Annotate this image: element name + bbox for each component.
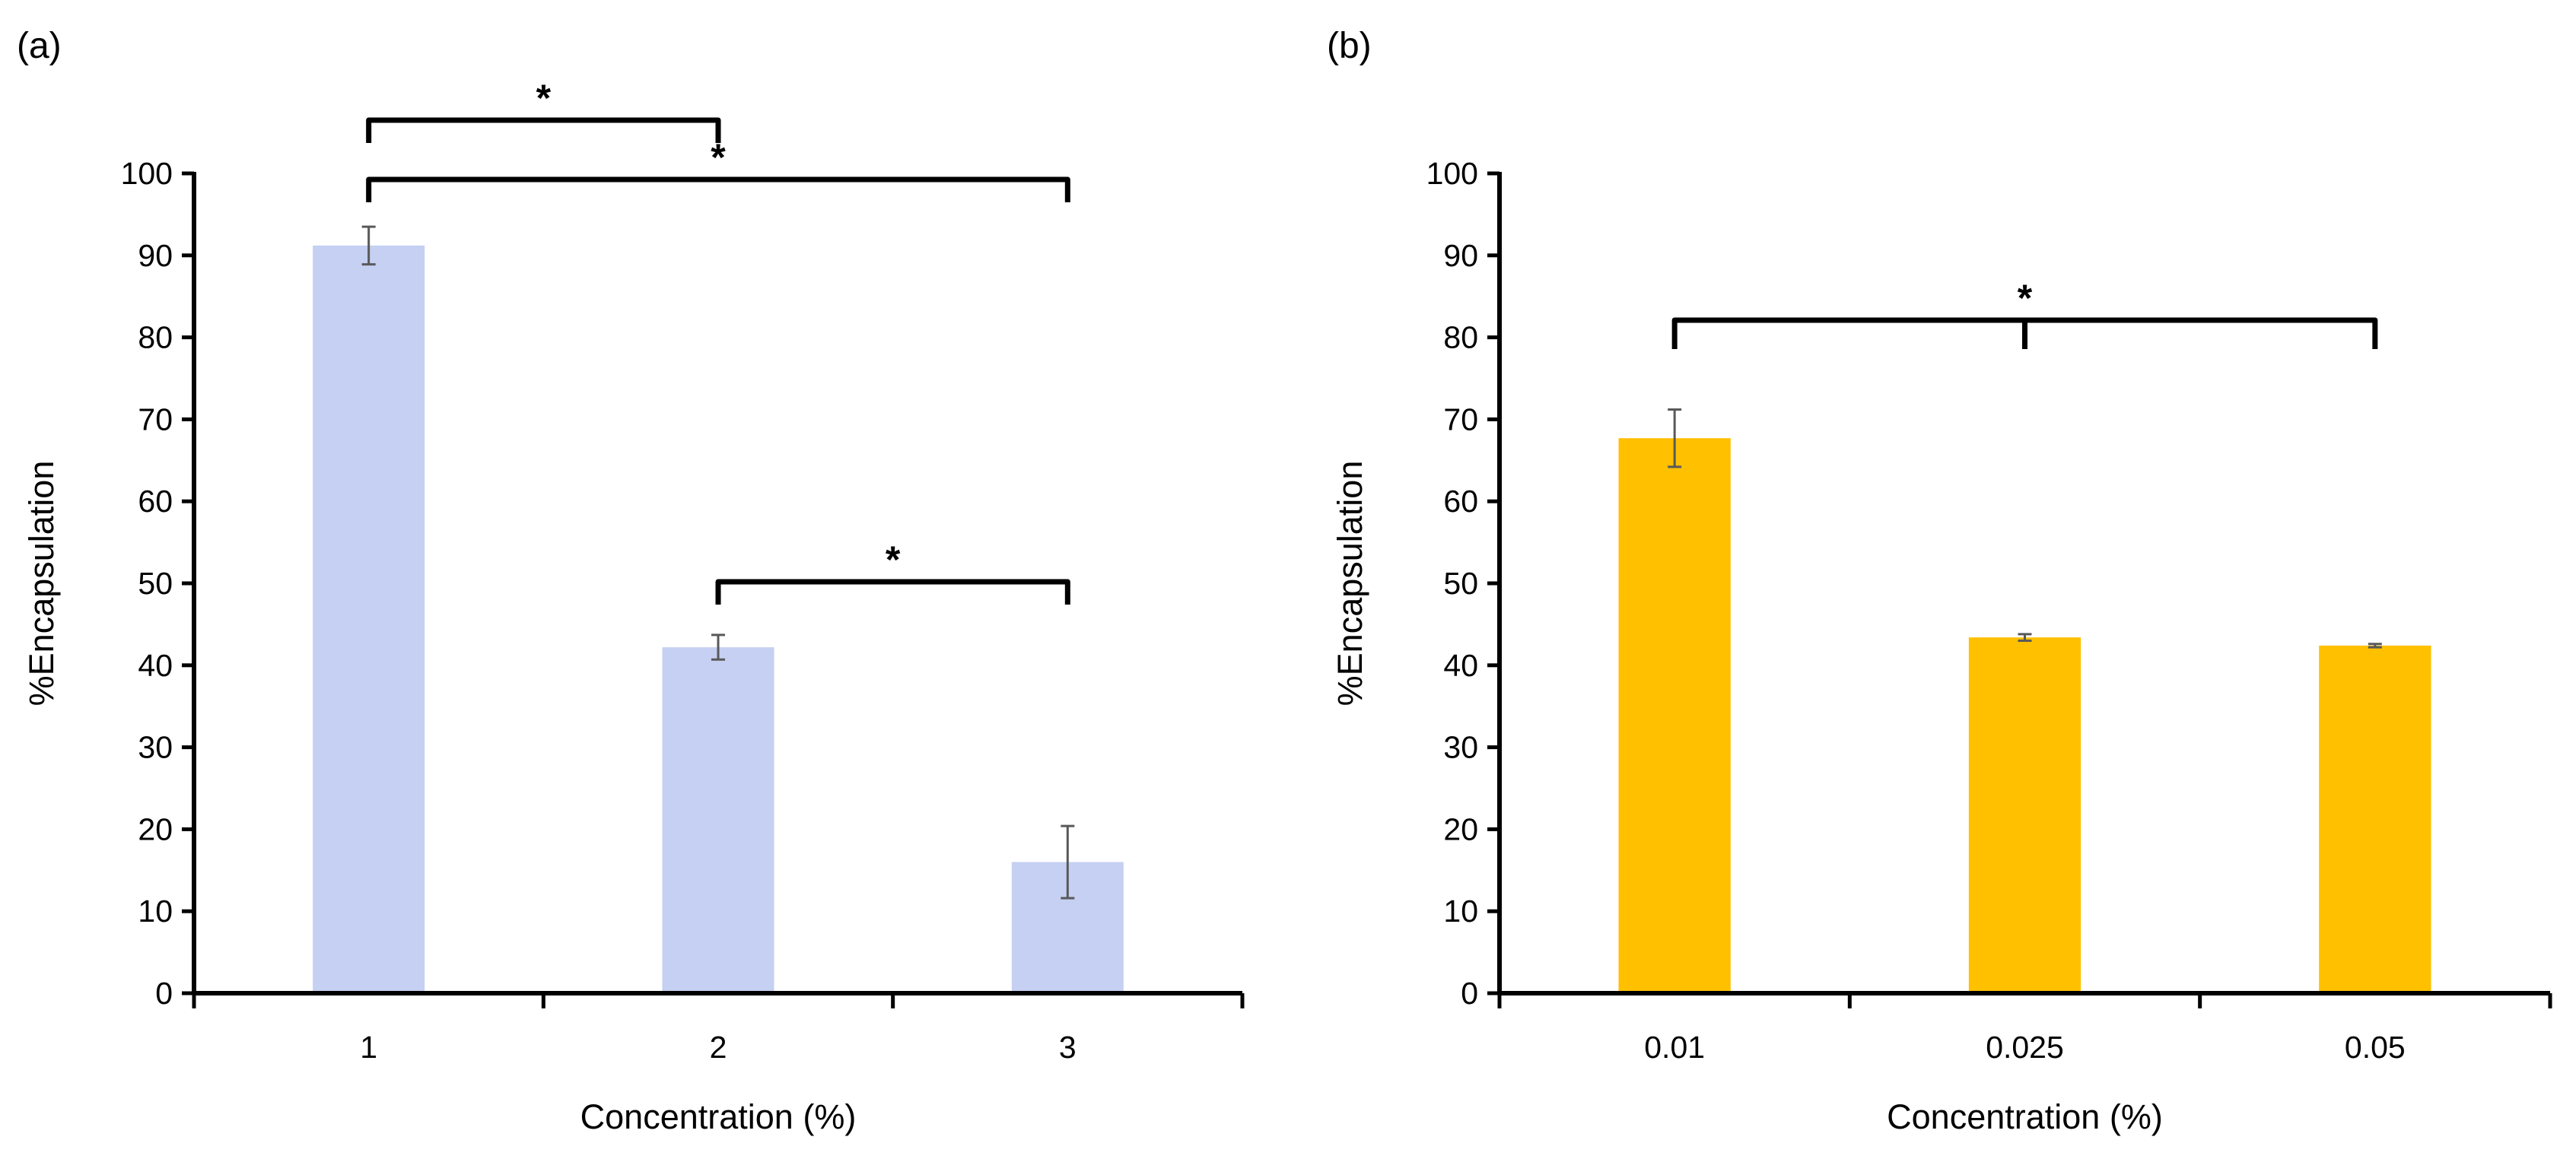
significance-bracket-line: [366, 117, 721, 143]
y-tick-label: 30: [138, 730, 173, 765]
y-tick-label: 50: [138, 566, 173, 601]
error-bar: [1061, 824, 1075, 900]
y-tick-label: 20: [138, 811, 173, 846]
panel-label: (a): [17, 26, 62, 66]
y-tick-label: 40: [138, 648, 173, 683]
panel-label: (b): [1327, 26, 1372, 66]
x-tick-label: 0.05: [2345, 1030, 2406, 1065]
significance-bracket: [366, 117, 721, 143]
bar: [662, 647, 774, 993]
bar: [1618, 438, 1731, 993]
error-bar: [1668, 408, 1682, 468]
significance-bracket: [1671, 317, 2378, 349]
y-tick-label: 10: [1443, 894, 1478, 929]
panel-a-chart: (a) 0 10 20 30 40 50 60 70 80 90 100 1 2 3 Concentratio…: [17, 26, 1245, 1136]
x-tick-label: 0.025: [1986, 1030, 2064, 1065]
y-tick-label: 20: [1443, 811, 1478, 846]
significance-star: *: [2018, 277, 2033, 319]
y-tick-label: 70: [138, 402, 173, 437]
y-tick-label: 90: [138, 238, 173, 273]
panel-b-chart: (b) 0 10 20 30 40 50 60 70 80 90 100 0.01 0.025 0.05 Co…: [1327, 26, 2552, 1136]
bar: [313, 245, 425, 993]
error-bar: [2368, 643, 2382, 649]
y-tick-label: 10: [138, 894, 173, 929]
y-tick-label: 30: [1443, 730, 1478, 765]
y-tick-label: 100: [1426, 156, 1478, 191]
x-tick-label: 1: [360, 1030, 377, 1065]
y-tick-label: 0: [1461, 976, 1478, 1011]
y-tick-label: 100: [121, 156, 173, 191]
significance-bracket-line: [715, 579, 1070, 605]
error-bar: [361, 225, 376, 266]
y-axis-title: %Encapsulation: [22, 461, 61, 707]
y-tick-label: 90: [1443, 238, 1478, 273]
y-axis-title: %Encapsulation: [1331, 461, 1369, 707]
y-tick-label: 60: [138, 484, 173, 519]
bar: [1968, 637, 2081, 993]
significance-star: *: [886, 538, 901, 581]
x-tick-label: 0.01: [1644, 1030, 1705, 1065]
bar: [2319, 645, 2431, 993]
y-tick-label: 0: [155, 976, 173, 1011]
significance-bracket: [366, 176, 1070, 202]
x-tick-label: 3: [1059, 1030, 1077, 1065]
y-tick-label: 70: [1443, 402, 1478, 437]
y-tick-label: 80: [138, 320, 173, 355]
error-bar: [711, 633, 725, 661]
error-bar: [2018, 633, 2032, 642]
significance-bracket: [715, 579, 1070, 605]
x-tick-label: 2: [710, 1030, 727, 1065]
y-tick-label: 50: [1443, 566, 1478, 601]
y-tick-label: 60: [1443, 484, 1478, 519]
significance-star: *: [711, 136, 726, 179]
y-tick-label: 40: [1443, 648, 1478, 683]
x-axis-title: Concentration (%): [580, 1097, 857, 1136]
significance-star: *: [536, 77, 552, 119]
x-axis-title: Concentration (%): [1887, 1097, 2163, 1136]
significance-bracket-line: [366, 176, 1070, 202]
y-tick-label: 80: [1443, 320, 1478, 355]
